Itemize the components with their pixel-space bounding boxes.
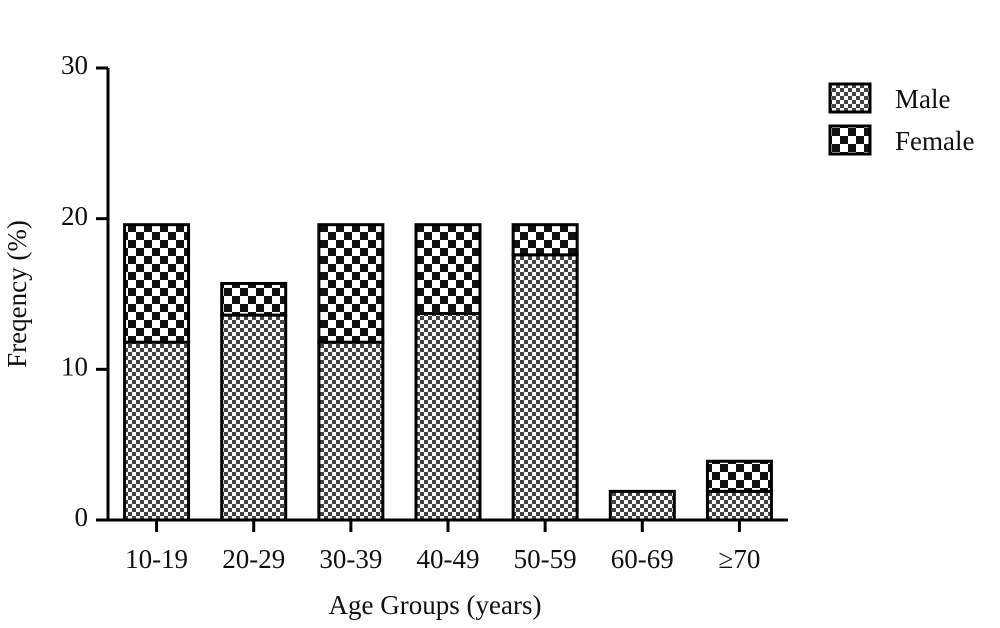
x-tick-label: 60-69	[611, 544, 674, 574]
legend-label: Female	[895, 126, 974, 156]
bar-segment	[317, 223, 385, 344]
bar-segment	[705, 459, 773, 493]
y-tick-label: 0	[75, 502, 89, 532]
bar-segment	[123, 340, 191, 522]
x-tick-label: 30-39	[319, 544, 382, 574]
bar-segment	[608, 489, 676, 522]
x-axis-title: Age Groups (years)	[329, 590, 542, 620]
bar-segment	[220, 313, 288, 522]
x-tick-label: 50-59	[514, 544, 577, 574]
bar-segment	[705, 489, 773, 522]
bar-segment	[220, 281, 288, 317]
legend-label: Male	[895, 84, 950, 114]
bar-segment	[317, 340, 385, 522]
legend-swatch	[828, 124, 872, 156]
x-tick-label: 40-49	[417, 544, 480, 574]
y-tick-label: 10	[61, 352, 88, 382]
bar-segment	[511, 253, 579, 522]
y-tick-label: 20	[61, 201, 88, 231]
bar-segment	[414, 312, 482, 522]
legend-swatch	[828, 82, 872, 114]
x-tick-label: 20-29	[222, 544, 285, 574]
bar-segment	[511, 223, 579, 257]
y-tick-label: 30	[61, 50, 88, 80]
bar-segment	[414, 223, 482, 316]
bar-segment	[123, 223, 191, 344]
y-axis-title: Freqency (%)	[2, 220, 32, 368]
x-tick-label: ≥70	[719, 544, 761, 574]
x-tick-label: 10-19	[125, 544, 188, 574]
